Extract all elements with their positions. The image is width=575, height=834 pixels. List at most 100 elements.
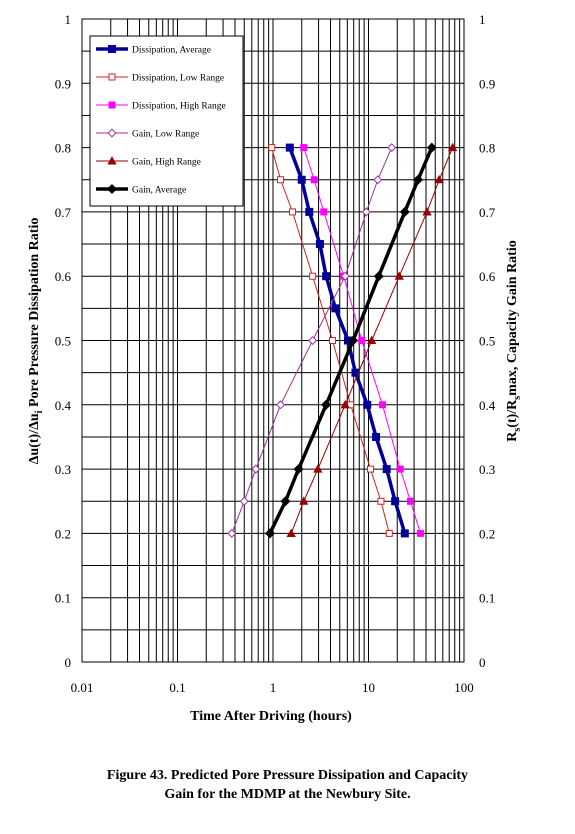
y-left-title-part: Pore Pressure Dissipation Ratio	[27, 218, 42, 411]
y-right-title-subscript: s	[512, 428, 523, 432]
y-right-title-part: max, Capacity Gain Ratio	[505, 240, 520, 396]
legend-label: Dissipation, High Range	[132, 102, 226, 112]
data-point	[400, 529, 409, 538]
data-point	[413, 174, 424, 185]
data-point	[373, 271, 384, 282]
x-tick-label: 0.1	[169, 680, 185, 695]
data-point	[313, 464, 323, 473]
data-point	[373, 175, 383, 185]
data-point	[288, 208, 296, 216]
data-point	[299, 496, 309, 505]
y-left-tick-label: 0.1	[55, 591, 71, 606]
y-left-title-part: Δu(t)/Δu	[27, 413, 42, 464]
y-right-tick-label: 0.3	[479, 462, 495, 477]
y-left-title-subscript: i	[34, 410, 45, 413]
chart: 0.01 0.1 1 10 100 0 0 0.1 0.1 0.2 0.2 0.3 0.3 0.4 0.4 0…	[27, 12, 523, 724]
x-tick-label: 100	[454, 680, 474, 695]
y-left-tick-label: 0.3	[55, 462, 71, 477]
y-right-title-part: R	[505, 431, 520, 442]
series-layer	[227, 142, 458, 539]
y-right-tick-label: 0	[479, 655, 486, 670]
data-point	[434, 174, 444, 184]
data-point	[396, 465, 404, 473]
y-axis-left-title: Δu(t)/Δui Pore Pressure Dissipation Rati…	[27, 218, 45, 465]
series-0	[285, 143, 409, 538]
legend-label: Gain, High Range	[132, 158, 201, 168]
y-right-tick-label: 0.5	[479, 334, 495, 349]
figure-caption: Figure 43. Predicted Pore Pressure Dissi…	[0, 766, 575, 804]
data-point	[227, 528, 237, 538]
data-point	[308, 335, 318, 346]
plot-border	[81, 18, 465, 663]
y-left-tick-label: 0.6	[55, 269, 72, 284]
data-point	[264, 528, 275, 539]
y-right-tick-label: 0.8	[479, 141, 495, 156]
series-3	[227, 143, 397, 538]
y-axis-right-title: Rs(t)/Rsmax, Capacity Gain Ratio	[505, 240, 523, 442]
data-point	[309, 272, 317, 280]
data-point	[305, 207, 314, 216]
legend-label: Dissipation, Low Range	[132, 74, 224, 84]
data-point	[416, 529, 424, 537]
legend-label: Dissipation, Average	[132, 46, 211, 56]
data-point	[367, 335, 377, 345]
data-point	[108, 45, 116, 53]
legend: Dissipation, Average Dissipation, Low Ran…	[89, 35, 244, 207]
y-right-tick-label: 0.9	[479, 76, 495, 91]
x-tick-label: 10	[362, 680, 375, 695]
data-point	[300, 144, 308, 152]
data-point	[406, 497, 414, 505]
y-left-tick-label: 0.2	[55, 526, 71, 541]
data-point	[340, 399, 350, 409]
legend-label: Gain, Low Range	[132, 130, 199, 140]
data-point	[358, 337, 366, 344]
series-1	[268, 144, 393, 537]
y-left-tick-label: 0.8	[55, 141, 71, 156]
data-point	[108, 73, 116, 81]
data-point	[367, 465, 375, 473]
y-left-tick-label: 1	[65, 12, 72, 27]
y-left-tick-label: 0.4	[55, 398, 72, 413]
legend-entry: Gain, High Range	[96, 156, 201, 168]
data-point	[107, 156, 117, 165]
data-point	[378, 401, 386, 409]
legend-box	[89, 35, 244, 207]
data-point	[277, 176, 285, 184]
y-right-tick-label: 0.1	[479, 591, 495, 606]
data-point	[372, 432, 381, 441]
data-point	[394, 271, 404, 280]
x-axis-title: Time After Driving (hours)	[190, 709, 352, 724]
data-point	[377, 497, 385, 505]
series-5	[264, 142, 437, 539]
data-point	[340, 271, 350, 281]
data-point	[106, 183, 118, 195]
data-point	[361, 207, 371, 217]
y-right-title-part: (t)/R	[505, 399, 520, 428]
data-point	[286, 528, 296, 537]
data-point	[315, 240, 324, 249]
legend-entry: Dissipation, Average	[96, 45, 211, 56]
legend-label: Gain, Average	[132, 186, 186, 196]
data-point	[385, 529, 393, 537]
y-right-tick-label: 0.6	[479, 269, 496, 284]
legend-entry: Gain, Low Range	[96, 128, 199, 140]
series-4	[286, 142, 458, 537]
legend-entry: Dissipation, Low Range	[96, 73, 224, 84]
data-point	[310, 176, 318, 184]
data-point	[107, 128, 117, 138]
caption-line-2: Gain for the MDMP at the Newbury Site.	[164, 787, 411, 802]
y-left-tick-label: 0	[65, 655, 72, 670]
data-point	[387, 143, 397, 153]
data-point	[276, 400, 286, 410]
data-point	[251, 464, 261, 474]
caption-line-1: Figure 43. Predicted Pore Pressure Dissi…	[106, 768, 469, 783]
data-point	[331, 304, 340, 313]
data-point	[391, 497, 400, 506]
y-right-title-subscript: s	[512, 396, 523, 400]
data-point	[280, 496, 291, 507]
y-left-tick-label: 0.5	[55, 334, 71, 349]
data-point	[285, 143, 294, 152]
y-right-tick-label: 0.7	[479, 205, 496, 220]
data-point	[363, 400, 372, 409]
y-right-tick-label: 0.2	[479, 526, 495, 541]
